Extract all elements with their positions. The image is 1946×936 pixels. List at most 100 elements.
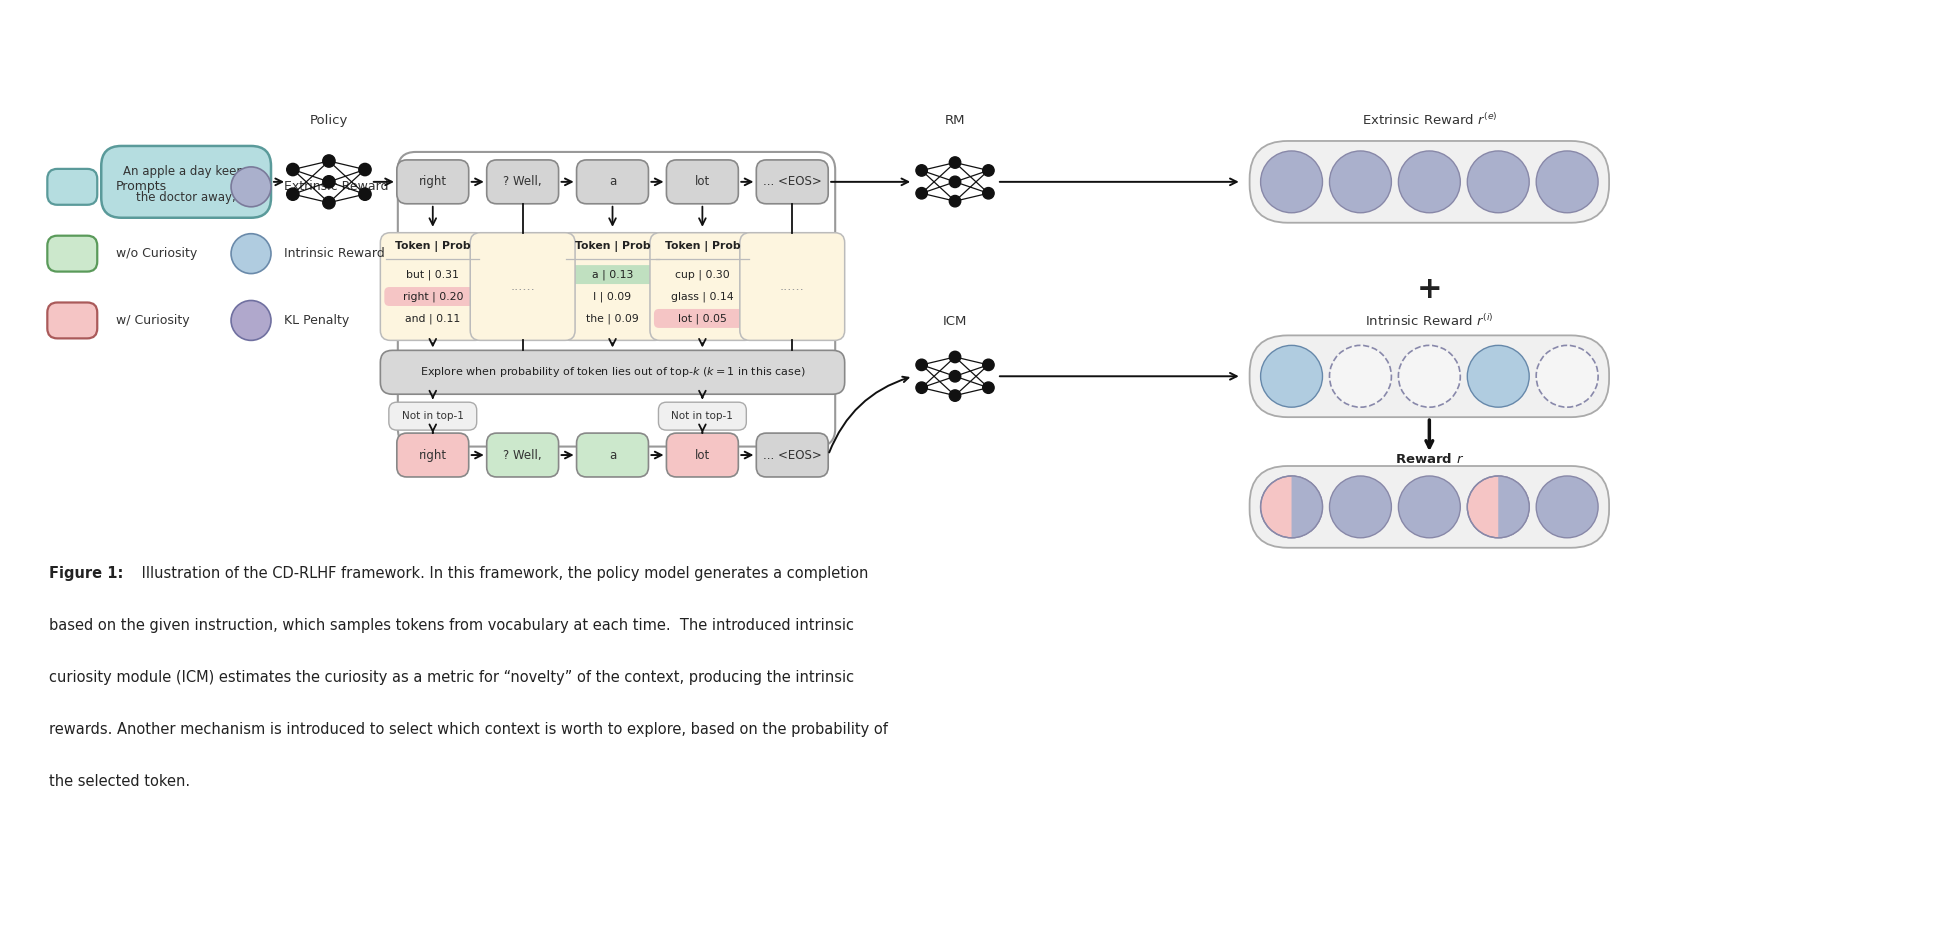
FancyBboxPatch shape xyxy=(47,302,97,339)
Circle shape xyxy=(950,390,961,402)
Circle shape xyxy=(232,234,270,273)
Circle shape xyxy=(1535,345,1598,407)
Text: An apple a day keeps: An apple a day keeps xyxy=(123,166,249,179)
FancyBboxPatch shape xyxy=(560,233,666,341)
Circle shape xyxy=(983,359,994,371)
Circle shape xyxy=(917,359,928,371)
Text: Token | Prob: Token | Prob xyxy=(395,241,471,252)
Text: a | 0.13: a | 0.13 xyxy=(592,270,632,280)
Text: cup | 0.30: cup | 0.30 xyxy=(675,270,730,280)
FancyBboxPatch shape xyxy=(1249,141,1609,223)
Text: lot: lot xyxy=(695,175,710,188)
Circle shape xyxy=(1467,345,1530,407)
Text: I | 0.09: I | 0.09 xyxy=(594,291,632,301)
Text: ......: ...... xyxy=(780,280,804,293)
Circle shape xyxy=(1467,151,1530,212)
Text: Figure 1:: Figure 1: xyxy=(49,566,125,581)
Text: Extrinsic Reward: Extrinsic Reward xyxy=(284,181,389,194)
Circle shape xyxy=(1399,476,1460,538)
Text: ? Well,: ? Well, xyxy=(504,448,541,461)
Text: ? Well,: ? Well, xyxy=(504,175,541,188)
Circle shape xyxy=(1261,151,1323,212)
FancyBboxPatch shape xyxy=(47,236,97,271)
Text: RM: RM xyxy=(944,113,965,126)
FancyBboxPatch shape xyxy=(389,402,477,431)
Circle shape xyxy=(286,164,300,176)
FancyBboxPatch shape xyxy=(666,433,738,477)
FancyBboxPatch shape xyxy=(739,233,845,341)
Text: +: + xyxy=(1417,275,1442,304)
Text: but | 0.31: but | 0.31 xyxy=(407,270,459,280)
Text: a: a xyxy=(609,175,617,188)
FancyBboxPatch shape xyxy=(1249,335,1609,417)
Text: rewards. Another mechanism is introduced to select which context is worth to exp: rewards. Another mechanism is introduced… xyxy=(49,722,887,737)
Text: Token | Prob: Token | Prob xyxy=(574,241,650,252)
FancyBboxPatch shape xyxy=(379,233,485,341)
Text: and | 0.11: and | 0.11 xyxy=(405,314,461,324)
FancyBboxPatch shape xyxy=(650,233,755,341)
Text: ......: ...... xyxy=(510,280,535,293)
Text: Extrinsic Reward $r^{(e)}$: Extrinsic Reward $r^{(e)}$ xyxy=(1362,112,1496,128)
Text: Token | Prob: Token | Prob xyxy=(666,241,739,252)
Circle shape xyxy=(950,196,961,207)
Circle shape xyxy=(950,176,961,187)
Circle shape xyxy=(323,176,335,188)
FancyBboxPatch shape xyxy=(385,287,481,306)
Circle shape xyxy=(983,382,994,393)
Text: Intrinsic Reward $r^{(i)}$: Intrinsic Reward $r^{(i)}$ xyxy=(1364,314,1495,329)
FancyBboxPatch shape xyxy=(1249,466,1609,548)
Text: Intrinsic Reward: Intrinsic Reward xyxy=(284,247,385,260)
FancyBboxPatch shape xyxy=(397,160,469,204)
Text: w/ Curiosity: w/ Curiosity xyxy=(117,314,191,327)
Text: the | 0.09: the | 0.09 xyxy=(586,314,638,324)
FancyBboxPatch shape xyxy=(397,433,469,477)
Text: Not in top-1: Not in top-1 xyxy=(671,411,734,421)
Text: KL Penalty: KL Penalty xyxy=(284,314,348,327)
Circle shape xyxy=(1329,345,1391,407)
FancyBboxPatch shape xyxy=(658,402,747,431)
Text: ICM: ICM xyxy=(944,314,967,328)
Wedge shape xyxy=(1498,476,1530,538)
Circle shape xyxy=(1261,345,1323,407)
Circle shape xyxy=(1467,476,1530,538)
Circle shape xyxy=(917,382,928,393)
Circle shape xyxy=(358,188,372,200)
Circle shape xyxy=(950,351,961,362)
Text: lot | 0.05: lot | 0.05 xyxy=(677,314,726,324)
Text: Prompts: Prompts xyxy=(117,181,167,194)
Text: the selected token.: the selected token. xyxy=(49,773,191,788)
Text: Reward $r$: Reward $r$ xyxy=(1395,452,1463,466)
Wedge shape xyxy=(1292,476,1323,538)
FancyBboxPatch shape xyxy=(471,233,576,341)
Text: Not in top-1: Not in top-1 xyxy=(401,411,463,421)
Text: curiosity module (ICM) estimates the curiosity as a metric for “novelty” of the : curiosity module (ICM) estimates the cur… xyxy=(49,670,854,685)
FancyBboxPatch shape xyxy=(101,146,270,218)
FancyBboxPatch shape xyxy=(47,168,97,205)
Circle shape xyxy=(1399,151,1460,212)
Circle shape xyxy=(917,165,928,176)
Circle shape xyxy=(323,154,335,168)
Text: Policy: Policy xyxy=(309,113,348,126)
Circle shape xyxy=(1399,345,1460,407)
Text: lot: lot xyxy=(695,448,710,461)
FancyBboxPatch shape xyxy=(757,433,829,477)
Text: right: right xyxy=(418,175,448,188)
Circle shape xyxy=(1535,151,1598,212)
Text: glass | 0.14: glass | 0.14 xyxy=(671,291,734,301)
Circle shape xyxy=(950,371,961,382)
Circle shape xyxy=(232,167,270,207)
FancyBboxPatch shape xyxy=(564,265,662,284)
Circle shape xyxy=(232,300,270,341)
Circle shape xyxy=(323,197,335,209)
Text: ... <EOS>: ... <EOS> xyxy=(763,448,821,461)
Text: based on the given instruction, which samples tokens from vocabulary at each tim: based on the given instruction, which sa… xyxy=(49,618,854,633)
FancyBboxPatch shape xyxy=(486,160,559,204)
Text: Explore when probability of token lies out of top-$k$ ($k = 1$ in this case): Explore when probability of token lies o… xyxy=(420,365,806,379)
Text: ... <EOS>: ... <EOS> xyxy=(763,175,821,188)
FancyBboxPatch shape xyxy=(379,350,845,394)
Circle shape xyxy=(358,164,372,176)
Circle shape xyxy=(286,188,300,200)
Text: a: a xyxy=(609,448,617,461)
Circle shape xyxy=(1535,476,1598,538)
Circle shape xyxy=(983,165,994,176)
